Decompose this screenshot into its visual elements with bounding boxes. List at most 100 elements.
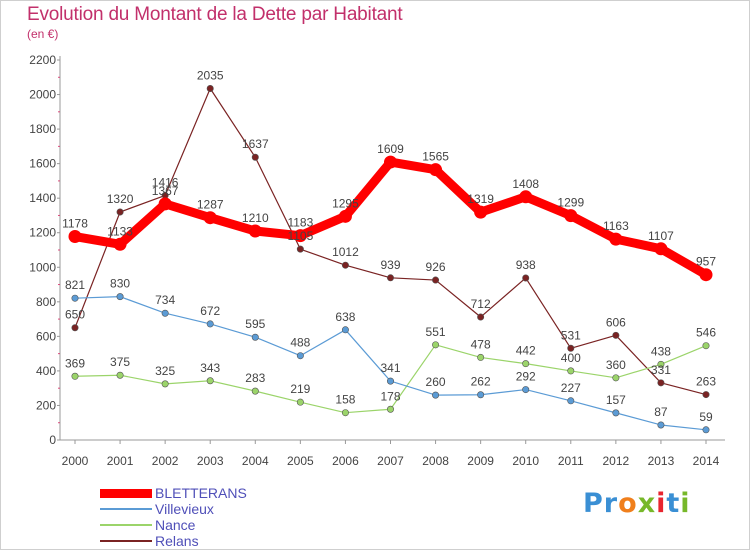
data-point (477, 391, 485, 399)
x-tick-label: 2005 (287, 454, 314, 468)
data-point (116, 371, 124, 379)
data-label: 939 (380, 258, 400, 272)
data-point (564, 209, 578, 223)
data-label: 546 (696, 326, 716, 340)
x-tick-label: 2001 (107, 454, 134, 468)
data-label: 551 (426, 325, 446, 339)
data-point (699, 268, 713, 282)
data-label: 2035 (197, 69, 224, 83)
data-point (567, 344, 575, 352)
data-point (206, 377, 214, 385)
data-point (341, 261, 349, 269)
data-point (203, 211, 217, 225)
data-point (702, 342, 710, 350)
data-label: 1319 (467, 192, 494, 206)
data-label: 1210 (242, 211, 269, 225)
proxiti-logo: Proxiti (583, 488, 691, 519)
data-label: 1565 (422, 150, 449, 164)
data-label: 1183 (287, 216, 313, 230)
data-point (341, 326, 349, 334)
data-label: 1105 (287, 229, 313, 243)
data-point (251, 153, 259, 161)
x-tick-label: 2002 (152, 454, 179, 468)
data-label: 1178 (62, 217, 88, 231)
data-label: 595 (245, 317, 265, 331)
data-point (432, 276, 440, 284)
data-label: 360 (606, 358, 626, 372)
y-tick-label: 200 (36, 398, 56, 412)
y-tick-label: 800 (36, 295, 56, 309)
legend-item-nance: Nance (100, 517, 300, 533)
data-point (654, 242, 668, 256)
data-point (296, 352, 304, 360)
data-label: 488 (290, 336, 310, 350)
legend-label: Relans (155, 533, 199, 549)
legend-swatch (100, 524, 152, 526)
data-point (384, 155, 397, 169)
data-label: 1320 (107, 192, 134, 206)
data-label: 821 (65, 278, 85, 292)
data-label: 227 (561, 381, 581, 395)
legend-label: Villevieux (155, 501, 214, 517)
data-label: 638 (335, 310, 355, 324)
y-tick-label: 2200 (29, 53, 56, 67)
data-point (116, 293, 124, 301)
data-label: 331 (651, 363, 671, 377)
data-point (251, 333, 259, 341)
data-point (519, 190, 533, 204)
data-label: 478 (471, 337, 491, 351)
data-point (161, 380, 169, 388)
data-label: 1408 (512, 177, 539, 191)
x-tick-label: 2012 (603, 454, 630, 468)
legend-swatch (100, 508, 152, 510)
data-point (113, 237, 127, 251)
data-label: 1133 (107, 224, 133, 238)
data-label: 325 (155, 364, 175, 378)
legend-label: Nance (155, 517, 196, 533)
data-point (296, 398, 304, 406)
data-point (338, 209, 352, 223)
data-point (522, 386, 530, 394)
x-tick-label: 2003 (197, 454, 224, 468)
data-label: 375 (110, 355, 130, 369)
legend-swatch (100, 540, 152, 542)
data-label: 178 (380, 389, 400, 403)
data-label: 957 (696, 255, 716, 269)
data-point (702, 426, 710, 434)
data-label: 1012 (332, 245, 359, 259)
data-label: 531 (561, 328, 581, 342)
legend-item-villevieux: Villevieux (100, 501, 300, 517)
data-label: 157 (606, 393, 626, 407)
data-label: 734 (155, 293, 175, 307)
y-tick-label: 400 (36, 364, 56, 378)
x-tick-label: 2006 (332, 454, 359, 468)
data-label: 1367 (152, 184, 179, 198)
data-point (71, 294, 79, 302)
data-label: 438 (651, 344, 671, 358)
data-point (612, 409, 620, 417)
x-tick-label: 2008 (422, 454, 449, 468)
data-label: 1637 (242, 137, 269, 151)
data-label: 442 (516, 344, 536, 358)
data-label: 343 (200, 361, 220, 375)
data-point (71, 372, 79, 380)
x-tick-label: 2011 (558, 454, 584, 468)
data-label: 1163 (603, 219, 629, 233)
data-point (386, 274, 394, 282)
legend-label: BLETTERANS (155, 485, 247, 501)
data-point (341, 409, 349, 417)
data-point (161, 309, 169, 317)
data-label: 938 (516, 258, 536, 272)
data-point (386, 405, 394, 413)
data-point (477, 353, 485, 361)
data-label: 158 (335, 393, 355, 407)
data-label: 260 (426, 375, 446, 389)
data-point (477, 313, 485, 321)
data-label: 926 (426, 260, 446, 274)
data-label: 400 (561, 351, 581, 365)
legend-item-bletterans: BLETTERANS (100, 485, 300, 501)
data-point (474, 205, 488, 219)
data-label: 219 (290, 382, 310, 396)
data-label: 292 (516, 370, 536, 384)
data-point (567, 397, 575, 405)
